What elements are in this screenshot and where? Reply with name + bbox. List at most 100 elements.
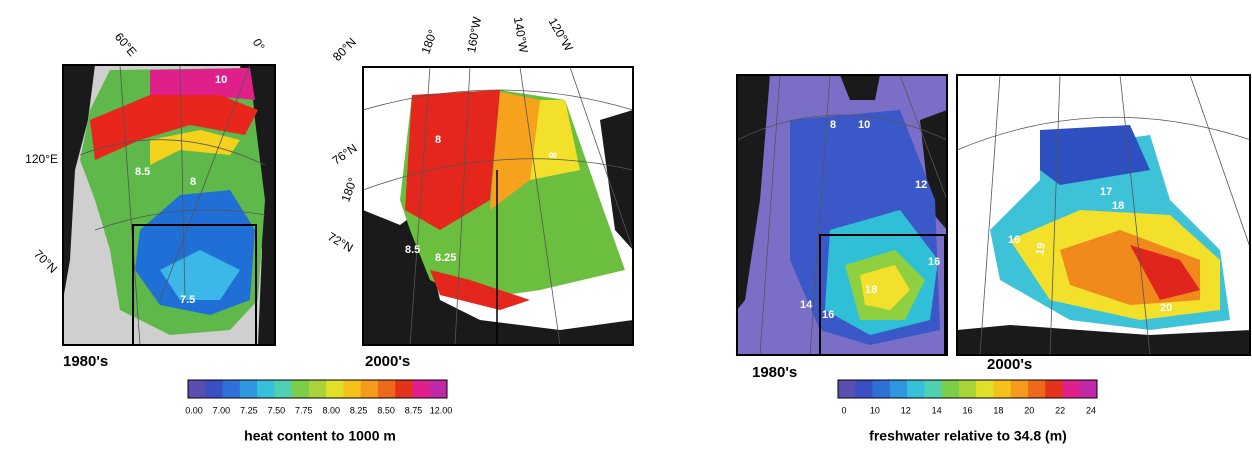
colorbar-swatch bbox=[976, 380, 994, 398]
land bbox=[920, 110, 947, 230]
contour-label: 10 bbox=[858, 119, 870, 131]
map-label: 70°N bbox=[31, 247, 60, 276]
contour-label: 7.5 bbox=[180, 294, 195, 306]
map-frame bbox=[62, 64, 276, 346]
map-label: 0° bbox=[250, 36, 268, 53]
field bbox=[150, 130, 240, 165]
colorbar-frame bbox=[837, 379, 1098, 399]
colorbar-swatch bbox=[855, 380, 874, 398]
colorbar-swatch bbox=[377, 380, 396, 398]
colorbar-swatch bbox=[257, 380, 275, 398]
contour-label: 17 bbox=[1100, 186, 1112, 198]
land bbox=[363, 210, 633, 345]
colorbar-tick-label: 7.75 bbox=[295, 405, 313, 415]
colorbar-swatch bbox=[1027, 380, 1046, 398]
contour-label: 8.25 bbox=[435, 252, 456, 264]
colorbar-tick-label: 8.00 bbox=[322, 405, 340, 415]
field bbox=[1130, 245, 1200, 300]
map-label: 140°W bbox=[511, 16, 531, 55]
map-label: 180° bbox=[338, 175, 360, 203]
period-label: 2000's bbox=[365, 353, 410, 370]
colorbar-swatch bbox=[326, 380, 344, 398]
colorbar: 0 10 12 14 16 18 20 22 24 freshwater relative to … bbox=[837, 379, 1098, 444]
colorbar-swatch bbox=[907, 380, 925, 398]
map-label: 76°N bbox=[330, 141, 360, 168]
contour-label: 16 bbox=[822, 309, 834, 321]
colorbar-tick-label: 0.00 bbox=[185, 405, 203, 415]
map-frame bbox=[736, 74, 948, 356]
field bbox=[405, 90, 500, 230]
colorbar-swatch bbox=[1079, 380, 1098, 398]
colorbar-tick-label: 0 bbox=[841, 405, 846, 415]
contour-label: 8 bbox=[435, 134, 441, 146]
colorbar-tick-label: 12 bbox=[901, 405, 911, 415]
colorbar-tick-label: 8.75 bbox=[405, 405, 423, 415]
colorbar-tick-label: 24 bbox=[1086, 405, 1096, 415]
land bbox=[600, 110, 633, 250]
colorbar-tick-label: 18 bbox=[993, 405, 1003, 415]
map-label: 160°W bbox=[464, 15, 484, 54]
colorbar-swatch bbox=[889, 380, 908, 398]
grid-line bbox=[736, 74, 948, 356]
contour-label: 8 bbox=[190, 176, 196, 188]
contour-label: 16 bbox=[928, 256, 940, 268]
colorbar-label: freshwater relative to 34.8 (m) bbox=[869, 428, 1067, 444]
colorbar-swatch bbox=[412, 380, 431, 398]
colorbar-swatch bbox=[993, 380, 1012, 398]
field bbox=[150, 68, 255, 100]
colorbar-swatch bbox=[239, 380, 258, 398]
land bbox=[63, 65, 95, 300]
map-label: 180° bbox=[418, 27, 440, 55]
colorbar-tick-label: 7.00 bbox=[213, 405, 231, 415]
map-label: 72°N bbox=[325, 230, 355, 256]
contour-label: 8.5 bbox=[135, 166, 150, 178]
colorbar-tick-label: 7.50 bbox=[268, 405, 286, 415]
land bbox=[840, 75, 880, 100]
grid-line bbox=[956, 74, 1252, 356]
colorbar-swatch bbox=[360, 380, 379, 398]
colorbar-tick-label: 16 bbox=[962, 405, 972, 415]
contour-label: 10 bbox=[215, 74, 227, 86]
colorbar-swatch bbox=[274, 380, 293, 398]
map-panel: 8 10 12 16 14 16 18 1980's bbox=[736, 74, 948, 381]
grid-line bbox=[79, 64, 266, 346]
colorbar-swatch bbox=[838, 380, 856, 398]
map-label: 120°E bbox=[25, 152, 58, 166]
land bbox=[737, 75, 770, 310]
colorbar-swatch bbox=[343, 380, 362, 398]
period-label: 2000's bbox=[987, 356, 1032, 373]
contour-label: 14 bbox=[800, 299, 813, 311]
colorbar-swatch bbox=[941, 380, 960, 398]
map-label: 120°W bbox=[546, 15, 577, 54]
field bbox=[90, 95, 258, 160]
colorbar-tick-label: 8.25 bbox=[350, 405, 368, 415]
colorbar-swatch bbox=[1045, 380, 1063, 398]
colorbar-frame bbox=[187, 379, 448, 399]
colorbar-tick-label: 10 bbox=[870, 405, 880, 415]
map-frame bbox=[362, 66, 634, 346]
colorbar-tick-label: 22 bbox=[1055, 405, 1065, 415]
contour-label: 20 bbox=[1160, 302, 1172, 314]
colorbar-swatch bbox=[958, 380, 977, 398]
colorbar-swatch bbox=[1062, 380, 1081, 398]
colorbar-swatch bbox=[222, 380, 241, 398]
colorbar-tick-label: 8.50 bbox=[377, 405, 395, 415]
map-panel: 60°E 0° 120°E 70°N 10 8.5 8 7.5 1980's bbox=[25, 30, 276, 370]
map-panel: 17 18 16 19 20 2000's bbox=[956, 74, 1252, 373]
colorbar-swatch bbox=[1010, 380, 1029, 398]
map-panel: 80°N 180° 160°W 140°W 120°W 76°N 180° 72… bbox=[325, 15, 634, 370]
colorbar-tick-label: 14 bbox=[932, 405, 942, 415]
field bbox=[1040, 125, 1150, 185]
colorbar-swatch bbox=[395, 380, 413, 398]
grid-line bbox=[362, 66, 634, 346]
contour-label: 8 bbox=[830, 119, 836, 131]
contour-label: 16 bbox=[1008, 234, 1020, 246]
land bbox=[957, 325, 1251, 355]
period-label: 1980's bbox=[63, 353, 108, 370]
field bbox=[430, 270, 530, 310]
field bbox=[860, 265, 910, 310]
contour-label: 18 bbox=[865, 284, 877, 296]
colorbar-tick-label: 12.00 bbox=[430, 405, 453, 415]
